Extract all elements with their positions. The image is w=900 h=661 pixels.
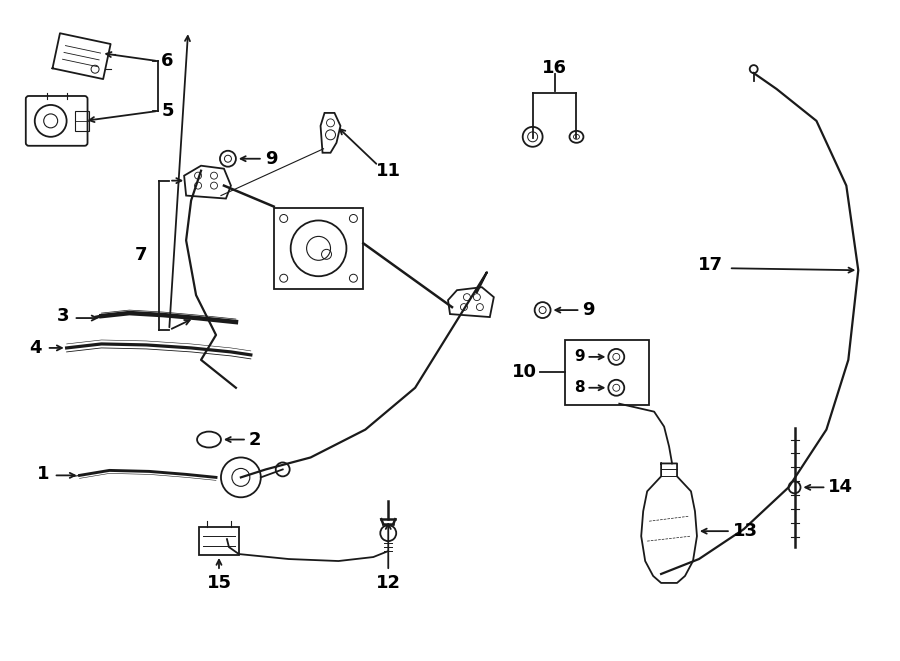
Text: 8: 8 <box>574 380 585 395</box>
Bar <box>75 111 88 131</box>
Text: 12: 12 <box>376 574 400 592</box>
Text: 6: 6 <box>161 52 174 70</box>
Bar <box>564 340 649 405</box>
Text: 10: 10 <box>511 364 536 381</box>
Text: 13: 13 <box>733 522 758 540</box>
Text: 7: 7 <box>135 247 148 264</box>
Text: 9: 9 <box>265 150 277 168</box>
Text: 14: 14 <box>828 479 853 496</box>
Text: 5: 5 <box>161 102 174 120</box>
Text: 1: 1 <box>37 465 50 483</box>
Text: 4: 4 <box>29 339 41 357</box>
Text: 17: 17 <box>698 256 723 274</box>
Text: 9: 9 <box>582 301 595 319</box>
Text: 2: 2 <box>248 430 261 449</box>
Text: 16: 16 <box>542 59 567 77</box>
Text: 9: 9 <box>574 350 585 364</box>
Bar <box>274 208 364 289</box>
Text: 3: 3 <box>57 307 69 325</box>
Text: 15: 15 <box>206 574 231 592</box>
Text: 11: 11 <box>376 162 401 180</box>
